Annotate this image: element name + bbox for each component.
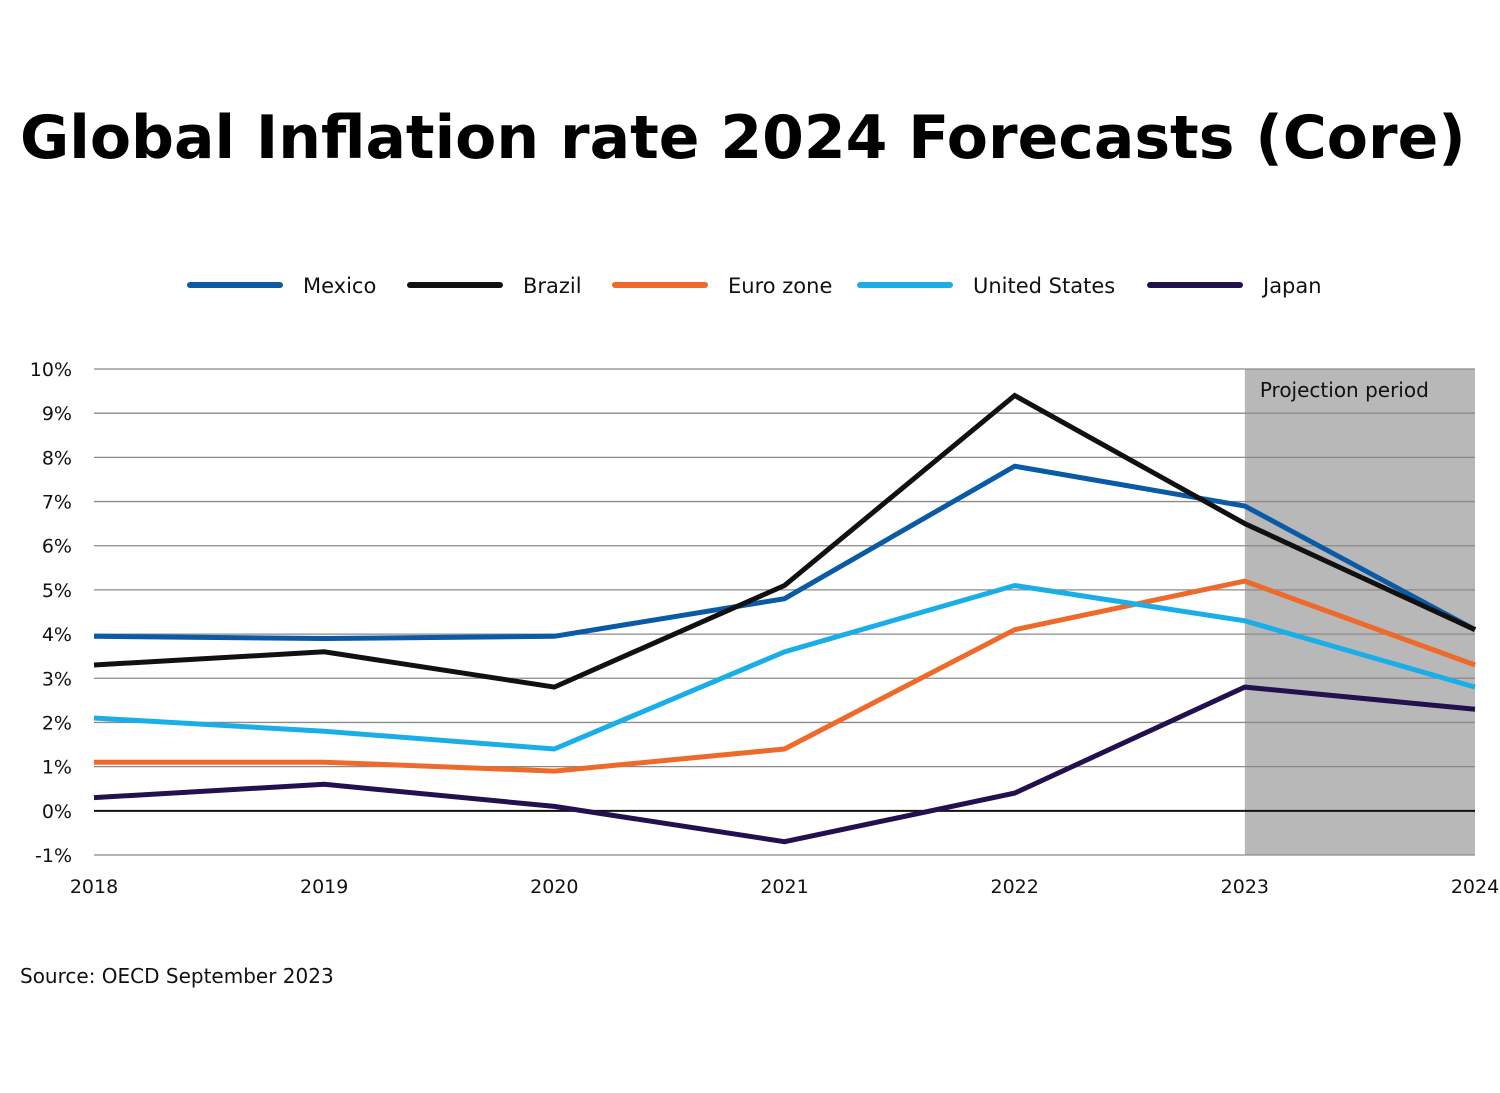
y-tick-label: 6% [42,536,72,558]
source-note: Source: OECD September 2023 [20,964,334,988]
series-line-mexico [93,463,1477,642]
chart-title: Global Inflation rate 2024 Forecasts (Co… [20,103,1466,173]
series-line-japan [93,684,1476,845]
x-tick-label: 2020 [530,876,578,898]
y-tick-label: 3% [42,668,72,690]
y-tick-label: 2% [42,712,72,734]
series-line-brazil [93,392,1477,690]
y-tick-label: 7% [42,492,72,514]
x-tick-label: 2024 [1451,876,1499,898]
series-line-euro-zone [94,578,1476,774]
y-tick-label: 8% [42,447,72,469]
legend-label: Mexico [303,274,376,298]
y-tick-label: 4% [42,624,72,646]
projection-period: Projection period [1244,369,1475,855]
legend-label: Euro zone [728,274,832,298]
y-tick-label: 1% [42,757,72,779]
series-lines [93,392,1477,845]
x-tick-label: 2022 [990,876,1038,898]
y-tick-label: 0% [42,801,72,823]
y-tick-label: -1% [35,845,72,867]
x-tick-label: 2021 [760,876,808,898]
y-tick-label: 5% [42,580,72,602]
y-axis-ticks: -1% 0% 1% 2% 3% 4% 5% 6% 7% 8% 9% 10% [30,359,72,867]
legend-label: Japan [1261,274,1322,298]
legend-label: United States [973,274,1115,298]
series-line-united-states [93,582,1476,752]
x-tick-label: 2019 [300,876,348,898]
x-tick-label: 2018 [70,876,118,898]
legend-label: Brazil [523,274,582,298]
x-tick-label: 2023 [1221,876,1269,898]
x-axis-ticks: 2018 2019 2020 2021 2022 2023 2024 [70,876,1499,898]
y-tick-label: 9% [42,403,72,425]
gridlines [94,368,1475,856]
projection-label: Projection period [1260,378,1429,402]
y-tick-label: 10% [30,359,72,381]
legend: Mexico Brazil Euro zone United States Japan [187,274,1322,298]
